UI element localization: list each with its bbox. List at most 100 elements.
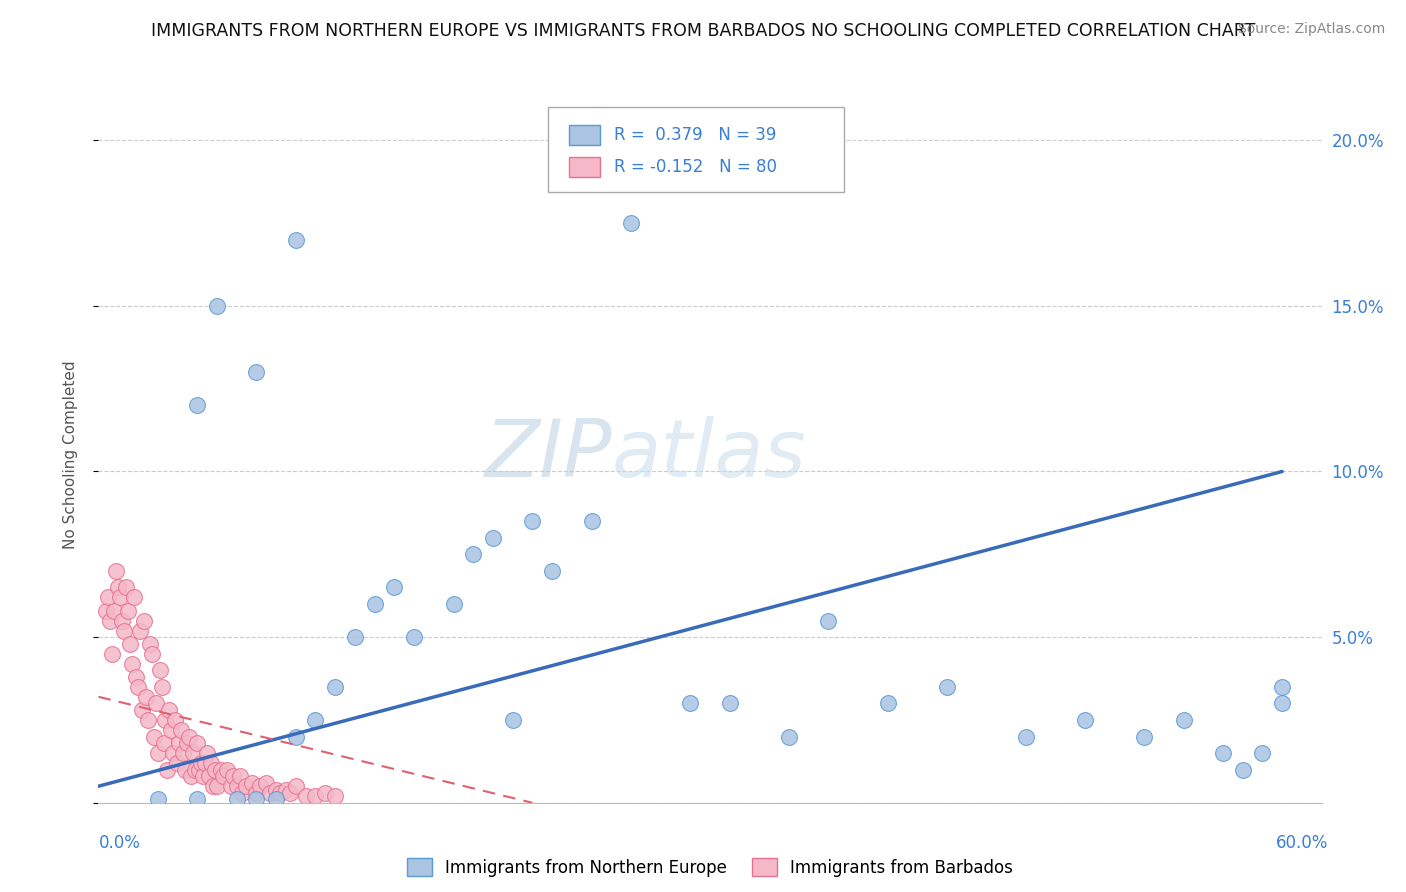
- Point: [201, 779, 224, 793]
- Point: [194, 756, 217, 770]
- Point: [225, 779, 247, 793]
- Point: [259, 786, 281, 800]
- Point: [162, 746, 184, 760]
- Point: [522, 514, 544, 528]
- Point: [284, 779, 307, 793]
- Point: [209, 763, 232, 777]
- Point: [581, 514, 603, 528]
- Point: [152, 736, 174, 750]
- Point: [98, 614, 121, 628]
- Point: [146, 792, 169, 806]
- Point: [1173, 713, 1195, 727]
- Point: [235, 779, 257, 793]
- Point: [205, 299, 228, 313]
- Point: [176, 736, 198, 750]
- Point: [180, 769, 202, 783]
- Point: [145, 697, 167, 711]
- Point: [343, 630, 366, 644]
- Point: [125, 670, 148, 684]
- Point: [174, 763, 197, 777]
- Point: [122, 591, 145, 605]
- Point: [269, 786, 291, 800]
- Point: [107, 581, 129, 595]
- Point: [97, 591, 120, 605]
- Point: [150, 680, 173, 694]
- Point: [1074, 713, 1097, 727]
- Point: [190, 756, 212, 770]
- Point: [131, 703, 153, 717]
- Point: [264, 782, 287, 797]
- Point: [254, 776, 277, 790]
- Point: [121, 657, 143, 671]
- Point: [215, 763, 238, 777]
- Point: [205, 779, 228, 793]
- Point: [1271, 680, 1294, 694]
- Point: [274, 782, 297, 797]
- Point: [103, 604, 125, 618]
- Point: [323, 680, 346, 694]
- Point: [404, 630, 426, 644]
- Point: [211, 769, 233, 783]
- Point: [679, 697, 702, 711]
- Point: [284, 233, 307, 247]
- Point: [127, 680, 149, 694]
- Point: [304, 789, 326, 804]
- Point: [195, 746, 218, 760]
- Point: [245, 792, 267, 806]
- Point: [141, 647, 163, 661]
- Point: [112, 624, 135, 638]
- Point: [149, 663, 172, 677]
- Point: [186, 736, 208, 750]
- Point: [156, 763, 179, 777]
- Point: [382, 581, 405, 595]
- Point: [101, 647, 124, 661]
- Point: [245, 786, 267, 800]
- Point: [166, 756, 188, 770]
- Point: [115, 581, 138, 595]
- Point: [105, 564, 128, 578]
- Text: 60.0%: 60.0%: [1277, 834, 1329, 852]
- Point: [541, 564, 564, 578]
- Text: R =  0.379   N = 39: R = 0.379 N = 39: [614, 126, 776, 144]
- Point: [249, 779, 271, 793]
- Point: [170, 723, 193, 737]
- Point: [314, 786, 336, 800]
- Point: [96, 604, 118, 618]
- Text: Source: ZipAtlas.com: Source: ZipAtlas.com: [1237, 22, 1385, 37]
- Point: [172, 746, 194, 760]
- Point: [219, 779, 242, 793]
- Point: [221, 769, 243, 783]
- Text: 0.0%: 0.0%: [98, 834, 141, 852]
- Point: [1251, 746, 1274, 760]
- Point: [1015, 730, 1038, 744]
- Point: [111, 614, 134, 628]
- Legend: Immigrants from Northern Europe, Immigrants from Barbados: Immigrants from Northern Europe, Immigra…: [398, 849, 1022, 885]
- Point: [136, 713, 159, 727]
- Point: [165, 713, 187, 727]
- Point: [482, 531, 505, 545]
- Point: [159, 703, 181, 717]
- Point: [138, 637, 160, 651]
- Text: atlas: atlas: [612, 416, 807, 494]
- Point: [186, 792, 208, 806]
- Point: [181, 746, 204, 760]
- Point: [184, 763, 207, 777]
- Point: [817, 614, 839, 628]
- Point: [135, 690, 157, 704]
- Point: [117, 604, 139, 618]
- Point: [294, 789, 316, 804]
- Text: IMMIGRANTS FROM NORTHERN EUROPE VS IMMIGRANTS FROM BARBADOS NO SCHOOLING COMPLET: IMMIGRANTS FROM NORTHERN EUROPE VS IMMIG…: [150, 22, 1256, 40]
- Text: ZIP: ZIP: [485, 416, 612, 494]
- Point: [620, 216, 643, 230]
- Point: [118, 637, 141, 651]
- Point: [323, 789, 346, 804]
- Point: [1212, 746, 1234, 760]
- Point: [204, 763, 226, 777]
- Point: [718, 697, 741, 711]
- Point: [443, 597, 465, 611]
- Point: [188, 763, 211, 777]
- Point: [191, 769, 214, 783]
- Point: [198, 769, 221, 783]
- Point: [278, 786, 301, 800]
- Point: [463, 547, 485, 561]
